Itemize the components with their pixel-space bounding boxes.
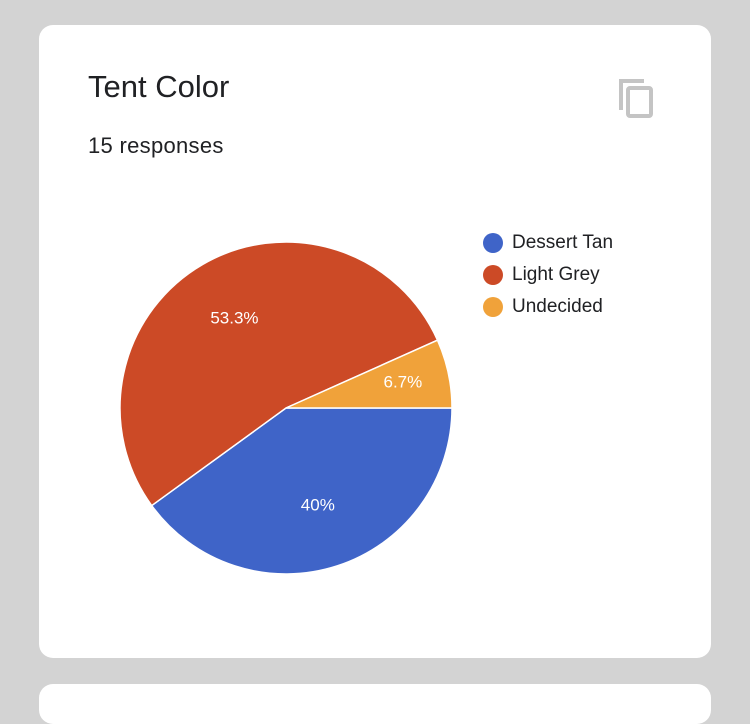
response-count: 15 responses	[88, 133, 224, 158]
legend-swatch	[483, 233, 503, 253]
next-card	[39, 684, 711, 724]
pie-slice-undecided[interactable]	[285, 339, 453, 409]
legend-swatch	[483, 265, 503, 285]
pie-slice-dessert-tan[interactable]	[150, 407, 453, 575]
legend-label: Light Grey	[512, 264, 600, 285]
pie-label-dessert-tan: 40%	[301, 495, 335, 514]
pie-chart: 40% 53.3% 6.7%	[119, 241, 453, 575]
legend-item-light-grey[interactable]: Light Grey	[483, 259, 613, 291]
pie-label-light-grey: 53.3%	[210, 308, 258, 327]
chart-card: Tent Color 15 responses 40% 53.3% 6.7% Des…	[39, 25, 711, 658]
legend-item-undecided[interactable]: Undecided	[483, 291, 613, 323]
legend-swatch	[483, 297, 503, 317]
pie-label-undecided: 6.7%	[384, 373, 423, 392]
pie-slice-light-grey[interactable]	[119, 241, 439, 507]
legend-item-dessert-tan[interactable]: Dessert Tan	[483, 227, 613, 259]
copy-chart-button[interactable]	[618, 77, 656, 119]
legend-label: Undecided	[512, 296, 603, 317]
question-title: Tent Color	[88, 69, 230, 104]
copy-icon	[619, 79, 653, 118]
legend-label: Dessert Tan	[512, 232, 614, 253]
chart-legend: Dessert Tan Light Grey Undecided	[483, 227, 613, 323]
